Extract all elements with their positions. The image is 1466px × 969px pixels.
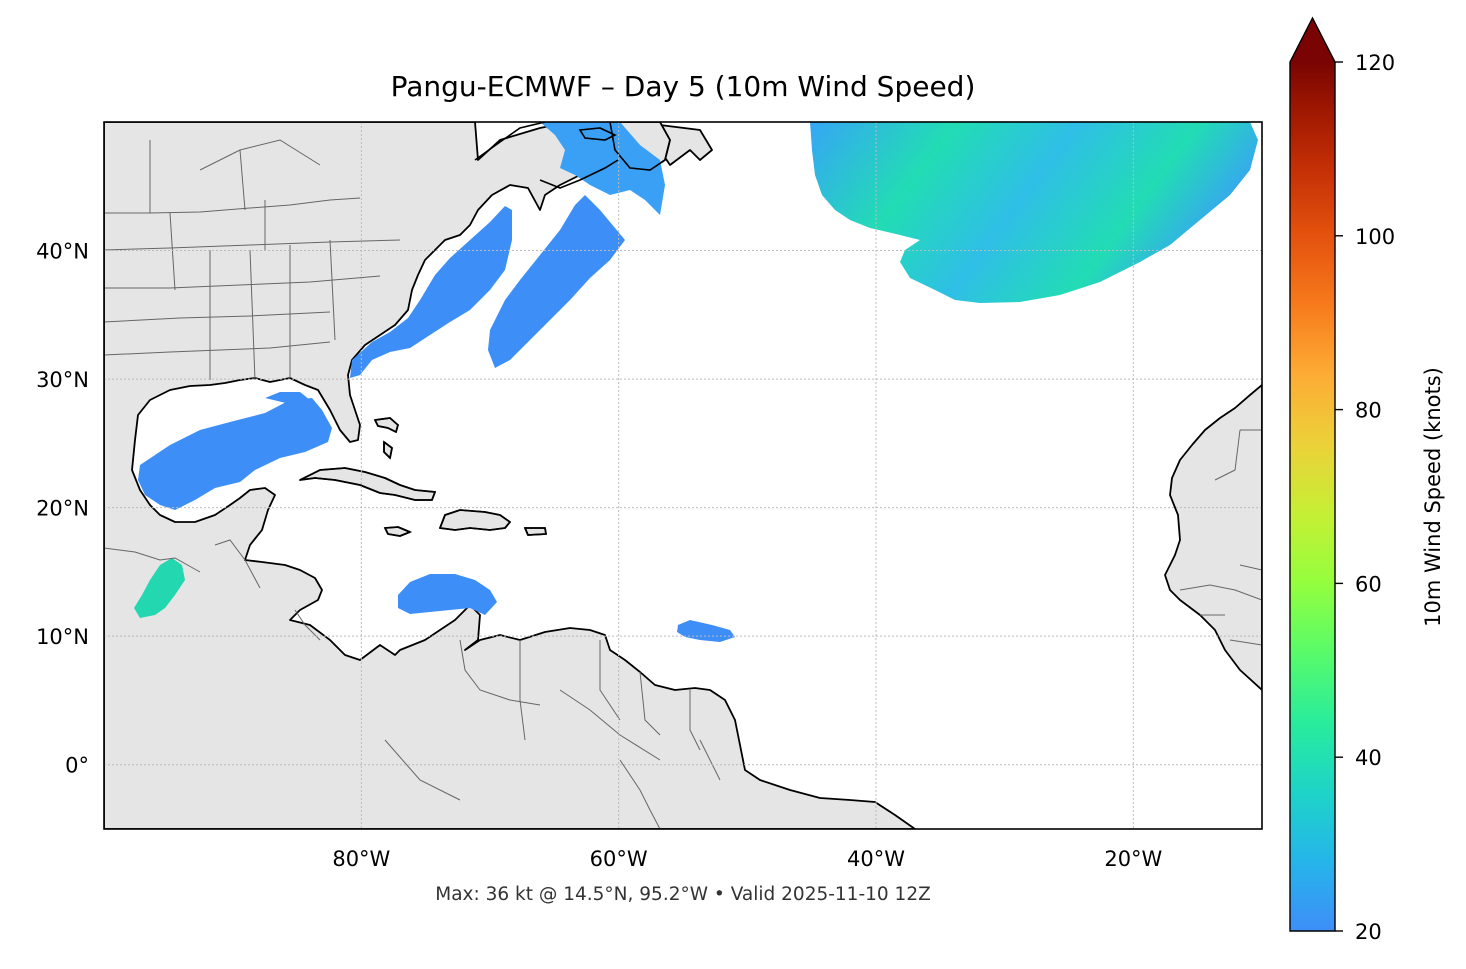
wind-caribbean bbox=[398, 574, 497, 615]
political-borders bbox=[104, 139, 1262, 829]
wind-offshore-band bbox=[488, 195, 625, 368]
africa-land bbox=[1164, 384, 1262, 691]
longitude-ticks: 80°W 60°W 40°W 20°W bbox=[332, 847, 1162, 871]
lat-tick-label: 0° bbox=[65, 754, 89, 778]
colorbar-gradient bbox=[1290, 62, 1335, 931]
wind-gulf-of-mexico bbox=[138, 392, 332, 510]
wind-tehuantepec bbox=[134, 558, 185, 618]
colorbar-tick-label: 60 bbox=[1355, 572, 1382, 596]
map-frame bbox=[103, 121, 1263, 830]
map-plot-area bbox=[104, 122, 1262, 829]
colorbar-tick-label: 120 bbox=[1355, 51, 1395, 75]
colorbar-tick-label: 20 bbox=[1355, 920, 1382, 944]
colorbar-extend-arrow bbox=[1290, 18, 1335, 62]
colorbar: 20 40 60 80 100 120 10m Wind Speed (knots) bbox=[1289, 16, 1445, 944]
gridlines bbox=[104, 122, 1262, 829]
lat-tick-label: 30°N bbox=[36, 368, 89, 392]
wind-north-atlantic-low bbox=[810, 122, 1258, 303]
colorbar-tick-label: 40 bbox=[1355, 746, 1382, 770]
wind-speed-field bbox=[134, 122, 1258, 642]
lat-tick-label: 20°N bbox=[36, 497, 89, 521]
lat-tick-label: 10°N bbox=[36, 625, 89, 649]
lon-tick-label: 60°W bbox=[590, 847, 648, 871]
colorbar-tick-label: 80 bbox=[1355, 399, 1382, 423]
coastlines bbox=[299, 122, 671, 537]
latitude-ticks: 40°N 30°N 20°N 10°N 0° bbox=[36, 240, 89, 778]
lon-tick-label: 20°W bbox=[1104, 847, 1162, 871]
north-america-land bbox=[104, 122, 916, 829]
footer-annotation: Max: 36 kt @ 14.5°N, 95.2°W • Valid 2025… bbox=[435, 884, 931, 905]
colorbar-label: 10m Wind Speed (knots) bbox=[1421, 367, 1445, 627]
colorbar-ticks: 20 40 60 80 100 120 bbox=[1335, 51, 1395, 944]
colorbar-tick-label: 100 bbox=[1355, 225, 1395, 249]
lon-tick-label: 80°W bbox=[332, 847, 390, 871]
colorbar-outline bbox=[1289, 16, 1336, 932]
map-title: Pangu-ECMWF – Day 5 (10m Wind Speed) bbox=[390, 70, 976, 103]
lon-tick-label: 40°W bbox=[847, 847, 905, 871]
wind-us-east-coast bbox=[350, 206, 512, 378]
lat-tick-label: 40°N bbox=[36, 240, 89, 264]
